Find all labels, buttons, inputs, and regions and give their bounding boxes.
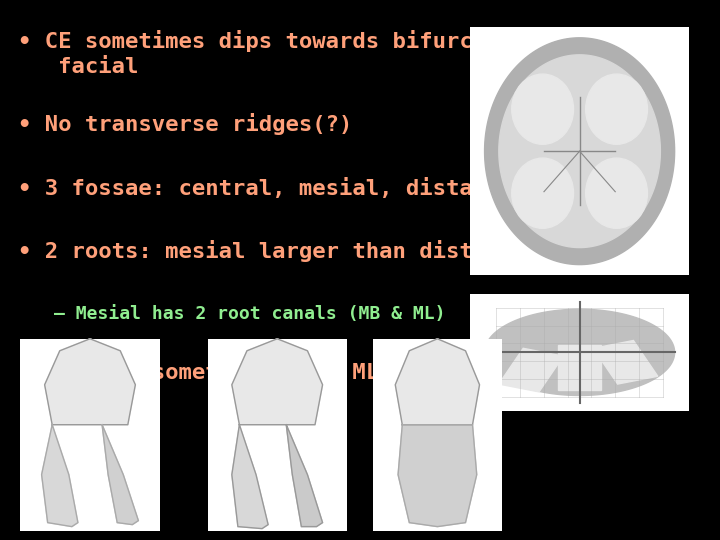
- Text: • 3 fossae: central, mesial, distal: • 3 fossae: central, mesial, distal: [18, 178, 486, 199]
- Text: • No transverse ridges(?): • No transverse ridges(?): [18, 113, 352, 136]
- FancyBboxPatch shape: [207, 339, 347, 531]
- Circle shape: [585, 74, 647, 144]
- FancyBboxPatch shape: [20, 339, 160, 531]
- Text: – Mesial has 2 root canals (MB & ML): – Mesial has 2 root canals (MB & ML): [54, 305, 446, 323]
- Polygon shape: [45, 339, 135, 424]
- Bar: [499, 348, 563, 392]
- Polygon shape: [485, 38, 675, 265]
- Polygon shape: [232, 424, 268, 529]
- Text: • CE sometimes dips towards bifurcation on
   facial: • CE sometimes dips towards bifurcation …: [18, 30, 580, 77]
- Polygon shape: [499, 55, 660, 247]
- Text: • 3 roots sometimes: MB, ML, D: • 3 roots sometimes: MB, ML, D: [18, 362, 419, 383]
- Bar: [593, 341, 658, 384]
- Polygon shape: [485, 309, 675, 395]
- Polygon shape: [102, 424, 138, 525]
- Polygon shape: [232, 339, 323, 424]
- FancyBboxPatch shape: [470, 27, 689, 275]
- Polygon shape: [287, 424, 323, 526]
- Polygon shape: [398, 424, 477, 526]
- Circle shape: [512, 158, 574, 228]
- Polygon shape: [42, 424, 78, 526]
- Circle shape: [512, 74, 574, 144]
- FancyBboxPatch shape: [470, 294, 689, 411]
- FancyBboxPatch shape: [373, 339, 502, 531]
- Bar: [558, 346, 601, 390]
- Text: • 2 roots: mesial larger than distal: • 2 roots: mesial larger than distal: [18, 240, 500, 262]
- Circle shape: [585, 158, 647, 228]
- Polygon shape: [395, 339, 480, 424]
